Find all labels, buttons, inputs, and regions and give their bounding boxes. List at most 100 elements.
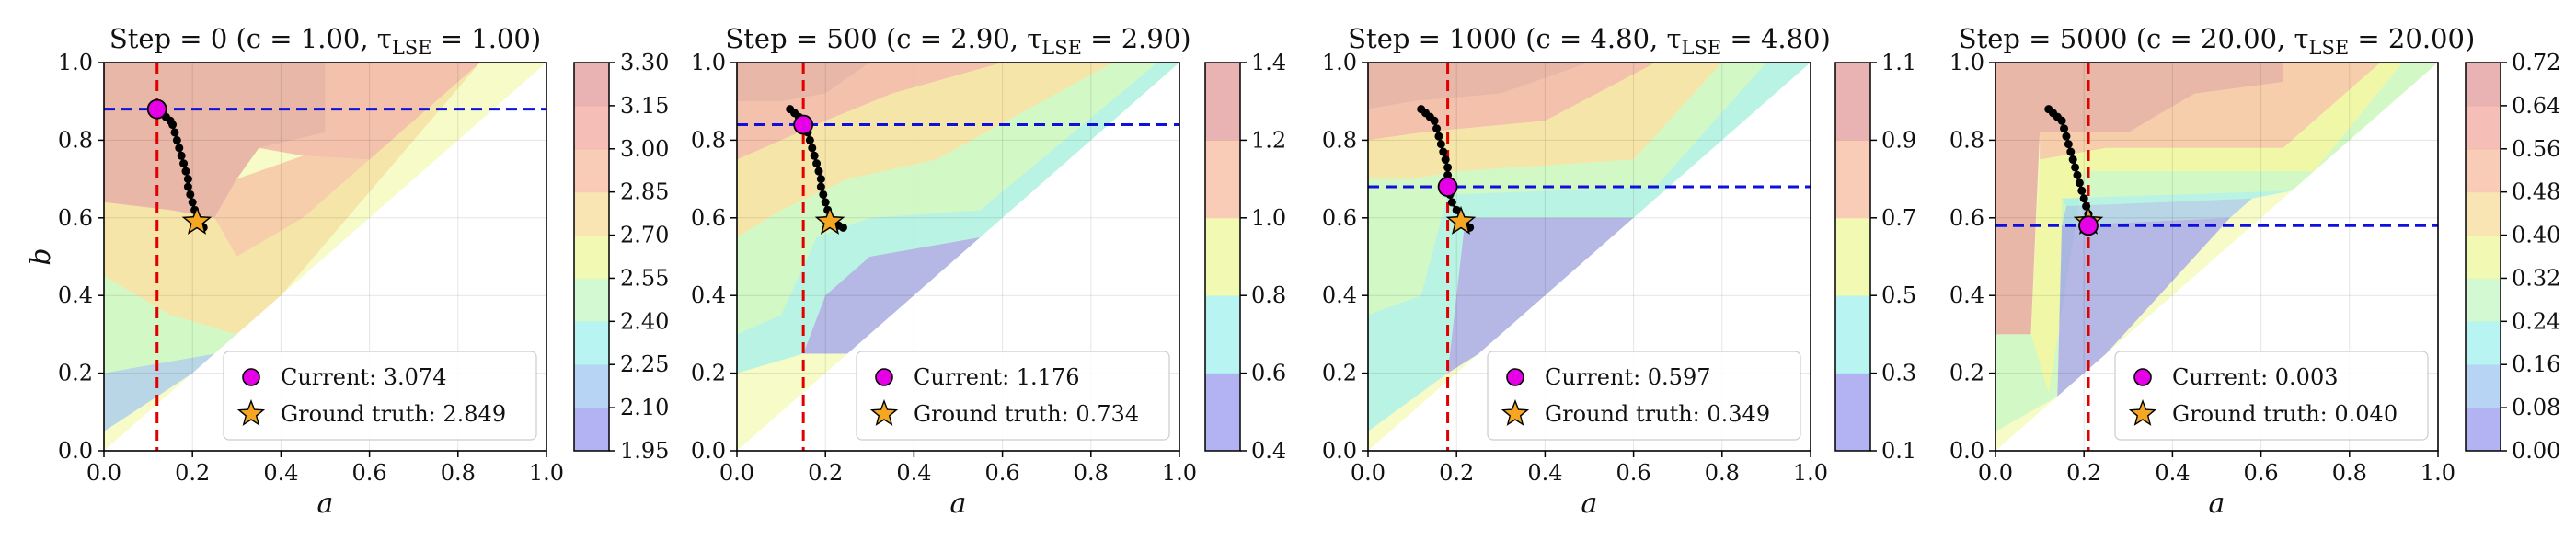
current-marker [146,98,167,120]
y-tick-label: 0.8 [691,127,726,153]
x-axis-label: a [950,488,967,520]
x-tick-label: 0.2 [808,460,843,486]
legend: Current: 0.597 Ground truth: 0.349 [1487,351,1801,441]
x-tick-label: 1.0 [1162,460,1197,486]
colorbar-tick-label: 0.5 [1881,282,1916,308]
contour-band [1995,63,2438,431]
panel-2: 0.0 0.2 0.4 0.6 0.8 1.0 0.0 0.2 0.4 0.6 0.8 1.0 a Ste… [691,23,1286,520]
legend-ground-truth-label: Ground truth: 0.040 [2172,401,2398,427]
colorbar: 1.95 2.10 2.25 2.40 2.55 2.70 2.85 3.00 3.15 3.30 [573,50,669,464]
colorbar: 0.00 0.08 0.16 0.24 0.32 0.40 0.48 0.56 0.64 0.72 [2465,50,2560,464]
y-tick-label: 1.0 [1949,50,1984,75]
trajectory-point [2068,155,2077,164]
trajectory-point [2057,116,2066,125]
colorbar-band [1835,63,1870,141]
colorbar-tick-label: 2.70 [620,223,669,248]
colorbar-tick-label: 0.16 [2512,351,2560,377]
colorbar-tick-label: 3.30 [620,50,669,75]
x-tick-label: 0.4 [2155,460,2190,486]
contour-band [1368,63,1811,431]
x-tick-label: 0.8 [2332,460,2367,486]
y-tick-label: 0.8 [58,127,93,153]
panel-3: 0.0 0.2 0.4 0.6 0.8 1.0 0.0 0.2 0.4 0.6 0.8 1.0 a Ste… [1322,23,1916,520]
contour-band [1447,217,1634,374]
colorbar-band [1205,217,1240,296]
trajectory-point [816,175,825,184]
colorbar-tick-label: 0.32 [2512,265,2560,291]
x-tick-label: 0.8 [1074,460,1109,486]
y-tick-label: 1.0 [58,50,93,75]
colorbar-band [1205,140,1240,219]
colorbar-tick-label: 0.8 [1251,282,1286,308]
colorbar: 0.1 0.3 0.5 0.7 0.9 1.1 [1834,50,1916,464]
trajectory-point [2062,132,2071,141]
colorbar-frame [1204,62,1241,452]
colorbar-tick-label: 0.24 [2512,308,2560,334]
colorbar-tick-label: 1.4 [1251,50,1286,75]
x-tick-label: 0.0 [1351,460,1386,486]
colorbar-tick-label: 0.56 [2512,136,2560,162]
colorbar-tick-label: 1.95 [620,438,669,464]
y-tick-label: 0.8 [1949,127,1984,153]
contour-band [104,276,237,374]
legend-ground-truth-marker [1501,399,1530,426]
colorbar-band [2466,235,2501,279]
colorbar-band [2466,63,2501,107]
colorbar-tick-label: 1.1 [1881,50,1916,75]
x-tick-label: 0.8 [441,460,476,486]
y-tick-label: 0.0 [1949,438,1984,464]
legend-ground-truth-label: Ground truth: 0.734 [914,401,1139,427]
x-tick-label: 0.2 [2066,460,2101,486]
legend-current-marker [1506,368,1524,386]
legend-ground-truth-marker [236,399,266,426]
contour-band [2062,198,2252,226]
y-tick-label: 0.2 [1322,361,1357,386]
colorbar-band [574,278,609,322]
contour-band [214,155,370,257]
legend-current-label: Current: 1.176 [914,364,1080,390]
ground-truth-marker [181,205,213,235]
colorbar-band [1205,63,1240,141]
x-tick-label: 0.6 [352,460,387,486]
colorbar-frame [573,62,610,452]
x-tick-label: 1.0 [2421,460,2455,486]
contour-fill [737,63,1179,451]
current-marker [793,114,814,135]
legend-box [2114,351,2429,441]
contour-band [259,63,480,160]
trajectory-point [1432,124,1442,133]
y-tick-label: 0.6 [1322,205,1357,231]
colorbar-band [574,364,609,408]
trajectory-point [183,182,192,191]
trajectory-point [1441,155,1450,164]
y-tick-label: 0.4 [1949,282,1984,308]
colorbar-frame [1834,62,1871,452]
colorbar-band [1205,373,1240,452]
plot-frame [103,62,547,452]
colorbar-tick-label: 2.40 [620,308,669,334]
current-marker [2078,215,2099,236]
trajectory-point [1436,140,1445,149]
y-tick-label: 0.8 [1322,127,1357,153]
y-tick-label: 0.4 [58,282,93,308]
colorbar-band [574,321,609,365]
legend-box [223,351,537,441]
trajectory-point [1430,116,1439,125]
y-tick-label: 0.6 [1949,205,1984,231]
trajectory-point [808,144,817,153]
y-tick-label: 0.2 [1949,361,1984,386]
trajectory-point [181,167,190,176]
colorbar-band [2466,191,2501,236]
y-axis-label: b [25,247,57,265]
colorbar-tick-label: 3.00 [620,136,669,162]
colorbar-band [574,191,609,236]
x-tick-label: 0.2 [175,460,210,486]
colorbar-band [2466,364,2501,408]
trajectory-point [816,182,825,191]
colorbar-band [1835,295,1870,374]
colorbar: 0.4 0.6 0.8 1.0 1.2 1.4 [1204,50,1286,464]
colorbar-tick-label: 0.6 [1251,361,1286,386]
colorbar-tick-label: 0.72 [2512,50,2560,75]
x-axis-label: a [2209,488,2225,520]
colorbar-tick-label: 0.4 [1251,438,1286,464]
